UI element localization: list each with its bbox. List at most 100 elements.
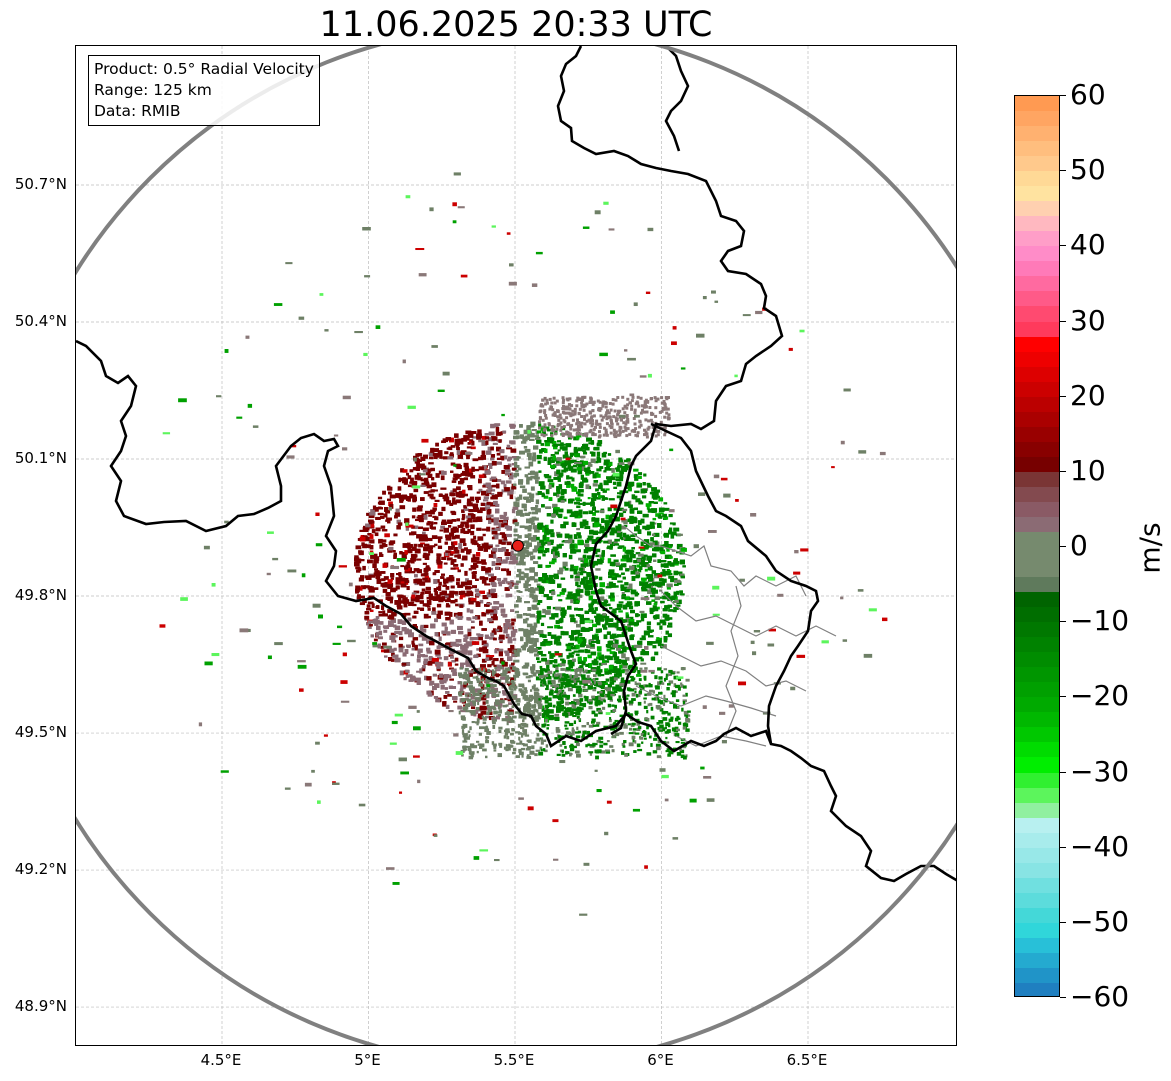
colorbar-segment [1015, 622, 1059, 638]
colorbar-tick-label: −10 [1070, 604, 1130, 638]
colorbar-segment [1015, 817, 1059, 834]
colorbar-segment [1015, 682, 1059, 698]
colorbar-unit-label: m/s [1133, 522, 1167, 574]
colorbar-segment [1015, 186, 1059, 202]
lon-tick-label: 6.5°E [786, 1051, 828, 1069]
colorbar-segment [1015, 396, 1059, 413]
colorbar-segment [1015, 351, 1059, 368]
border-lu-de [650, 422, 820, 745]
colorbar-segment [1015, 592, 1059, 608]
colorbar-segment [1015, 802, 1059, 819]
colorbar-segment [1015, 201, 1059, 217]
colorbar-segment [1015, 757, 1059, 774]
country-borders [76, 46, 956, 883]
colorbar-segment [1015, 501, 1059, 518]
colorbar-tick-mark [1060, 95, 1066, 96]
colorbar-tick-mark [1060, 997, 1066, 998]
colorbar-tick-label: 40 [1070, 228, 1106, 262]
colorbar-segment [1015, 847, 1059, 864]
colorbar-segment [1015, 291, 1059, 308]
colorbar-segment [1015, 531, 1059, 578]
colorbar-segment [1015, 832, 1059, 849]
colorbar-tick-mark [1060, 921, 1066, 923]
radar-map-canvas [76, 46, 956, 1045]
colorbar-segment [1015, 862, 1059, 879]
colorbar-segment [1015, 742, 1059, 759]
colorbar-segment [1015, 426, 1059, 443]
colorbar-tick-label: −40 [1070, 829, 1130, 863]
colorbar-tick-label: −60 [1070, 980, 1130, 1013]
colorbar-segment [1015, 772, 1059, 789]
colorbar-segment [1015, 697, 1059, 713]
colorbar-segment [1015, 486, 1059, 503]
velocity-echoes [159, 172, 888, 916]
product-label: Product: 0.5° Radial Velocity [94, 60, 314, 78]
lat-tick-label: 50.7°N [14, 175, 67, 193]
product-info-box: Product: 0.5° Radial Velocity Range: 125… [88, 55, 320, 126]
colorbar-segment [1015, 877, 1059, 894]
colorbar-segment [1015, 637, 1059, 653]
colorbar-segment [1015, 441, 1059, 458]
colorbar-segment [1015, 471, 1059, 488]
data-source-label: Data: RMIB [94, 102, 181, 120]
colorbar-tick-label: 20 [1070, 378, 1106, 412]
colorbar-segment [1015, 607, 1059, 623]
colorbar-tick-mark [1060, 170, 1066, 172]
range-label: Range: 125 km [94, 81, 212, 99]
colorbar-segment [1015, 171, 1059, 187]
colorbar-segment [1015, 982, 1059, 996]
colorbar-segment [1015, 652, 1059, 668]
colorbar-segment [1015, 952, 1059, 969]
colorbar-segment [1015, 276, 1059, 293]
colorbar-segment [1015, 321, 1059, 338]
lon-tick-label: 5°E [354, 1051, 381, 1069]
colorbar-tick-mark [1060, 696, 1066, 698]
map-title: 11.06.2025 20:33 UTC [319, 5, 713, 45]
colorbar-tick-label: 60 [1070, 78, 1106, 111]
colorbar-segment [1015, 216, 1059, 232]
lat-tick-label: 48.9°N [14, 997, 67, 1016]
colorbar-segment [1015, 306, 1059, 323]
colorbar-tick-mark [1060, 470, 1066, 472]
colorbar-segment [1015, 156, 1059, 172]
lat-tick-label: 50.1°N [14, 449, 67, 468]
lat-tick-label: 49.8°N [14, 586, 67, 605]
admin-border [623, 525, 837, 747]
colorbar-tick-mark [1060, 846, 1066, 848]
colorbar-segment [1015, 712, 1059, 728]
colorbar-segment [1015, 727, 1059, 744]
colorbar-segment [1015, 967, 1059, 984]
colorbar-tick-mark [1060, 546, 1066, 547]
colorbar-segment [1015, 577, 1059, 593]
colorbar-tick-mark [1060, 245, 1066, 247]
colorbar-segment [1015, 381, 1059, 398]
lat-tick-label: 49.2°N [14, 860, 67, 879]
colorbar-tick-label: 30 [1070, 303, 1106, 337]
lat-tick-label: 49.5°N [14, 723, 67, 742]
colorbar-tick-mark [1060, 320, 1066, 322]
colorbar-segment [1015, 937, 1059, 954]
border-fr-be-west [76, 339, 956, 883]
colorbar-segment [1015, 336, 1059, 353]
colorbar-tick-label: 50 [1070, 153, 1106, 187]
lon-tick-label: 5.5°E [493, 1051, 535, 1069]
lon-tick-label: 6°E [647, 1051, 674, 1069]
colorbar-tick-mark [1060, 621, 1066, 623]
colorbar-segment [1015, 366, 1059, 383]
colorbar-segment [1015, 667, 1059, 683]
colorbar-segment [1015, 141, 1059, 157]
colorbar-segment [1015, 516, 1059, 533]
colorbar-segment [1015, 231, 1059, 247]
radar-map[interactable] [75, 45, 957, 1046]
colorbar-segment [1015, 456, 1059, 473]
colorbar-segment [1015, 111, 1059, 127]
colorbar-segment [1015, 787, 1059, 804]
velocity-colorbar [1014, 95, 1060, 997]
colorbar-tick-label: −50 [1070, 904, 1130, 938]
radar-site-marker[interactable] [511, 539, 524, 552]
colorbar-tick-label: −30 [1070, 754, 1130, 788]
colorbar-segment [1015, 96, 1059, 112]
colorbar-segment [1015, 261, 1059, 277]
colorbar-segment [1015, 126, 1059, 142]
border-be-lu-de-east [556, 46, 784, 736]
